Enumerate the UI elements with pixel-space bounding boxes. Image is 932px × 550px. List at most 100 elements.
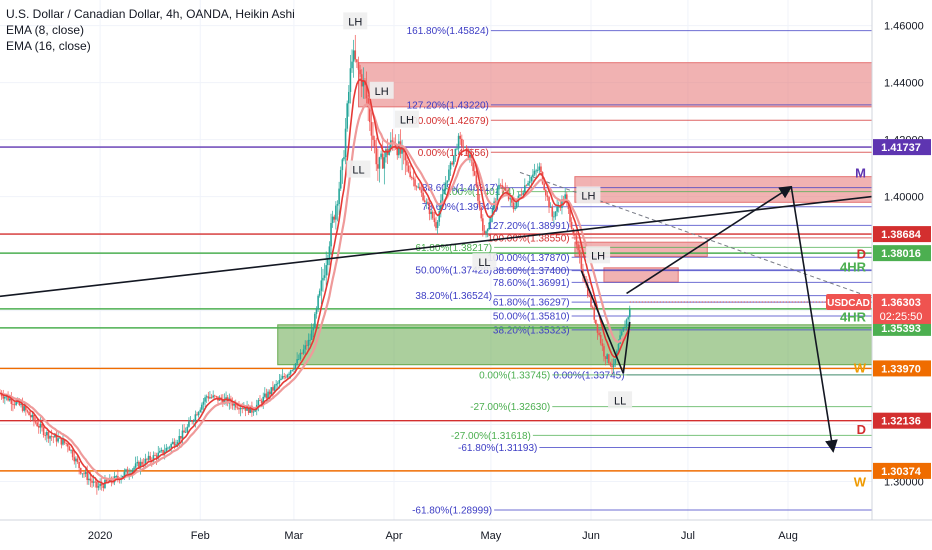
candle-body: [254, 410, 256, 412]
candle-body: [157, 452, 160, 459]
candle-body: [503, 187, 505, 189]
candle-body: [168, 447, 171, 449]
fib-level-label: 50.00%(1.37428): [415, 265, 492, 276]
price-tick-label: 1.46000: [884, 21, 924, 33]
candle-body: [528, 181, 531, 184]
candle-body: [265, 393, 268, 399]
candle-body: [50, 436, 53, 437]
candle-body: [301, 352, 303, 354]
candle-body: [239, 408, 242, 410]
candle-body: [121, 475, 124, 478]
side-label: W: [854, 475, 867, 490]
candle-body: [622, 327, 625, 332]
candle-body: [94, 481, 97, 483]
candle-body: [58, 437, 61, 439]
candle-body: [309, 339, 311, 341]
price-line-tag: [873, 462, 931, 479]
candle-body: [564, 194, 566, 202]
candle-body: [459, 135, 462, 139]
price-line-tag-label: 1.41737: [881, 142, 921, 154]
candle-body: [611, 365, 613, 367]
candle-body: [307, 339, 310, 346]
chart-title[interactable]: U.S. Dollar / Canadian Dollar, 4h, OANDA…: [6, 7, 295, 21]
candle-body: [7, 396, 9, 401]
candle-body: [268, 391, 271, 395]
zone-label-bg: [586, 246, 611, 264]
candle-body: [557, 206, 560, 208]
candle-body: [165, 447, 168, 452]
candle-body: [533, 170, 536, 175]
candle-body: [202, 401, 205, 405]
candle-body: [412, 177, 415, 180]
candle-body: [241, 408, 244, 409]
time-tick-label: Feb: [191, 530, 210, 542]
ema-fast-legend[interactable]: EMA (8, close): [6, 23, 85, 37]
candle-body: [491, 207, 494, 217]
candle-body: [551, 207, 554, 217]
ema-layer: [0, 78, 631, 485]
candle-body: [368, 107, 371, 123]
trendlines-layer: [0, 185, 873, 453]
candle-body: [451, 162, 453, 165]
candle-body: [144, 458, 147, 465]
candle-body: [57, 438, 59, 442]
candle-body: [28, 411, 30, 416]
candle-body: [545, 189, 547, 196]
candle-body: [372, 135, 374, 140]
time-tick-label: 2020: [88, 530, 112, 542]
candle-body: [70, 449, 72, 451]
candle-body: [234, 402, 237, 408]
fib-level-label: 38.20%(1.36524): [415, 291, 492, 302]
candle-body: [71, 449, 74, 458]
candle-body: [25, 406, 27, 411]
candle-body: [461, 138, 463, 147]
price-line-tag-label: 1.30374: [881, 466, 922, 478]
candle-body: [65, 442, 68, 444]
zone-label: LH: [375, 86, 389, 98]
candle-body: [21, 404, 24, 411]
price-line-tag: [873, 360, 931, 377]
candle-body: [225, 397, 227, 399]
candle-body: [609, 362, 612, 366]
price-line-tag-label: 1.38016: [881, 248, 921, 260]
fib-level-label: 100.00%(1.37870): [487, 253, 569, 264]
candle-body: [283, 376, 286, 377]
candle-body: [97, 486, 100, 488]
candle-body: [41, 423, 43, 428]
candle-body: [598, 332, 600, 336]
candle-body: [141, 461, 143, 465]
countdown-label: 02:25:50: [880, 311, 923, 323]
candle-body: [549, 207, 552, 208]
candle-body: [34, 420, 37, 423]
price-axis[interactable]: 1.300001.320001.340001.360001.380001.400…: [826, 0, 932, 550]
candle-body: [276, 383, 279, 385]
fib-level-label: -61.80%(1.31193): [458, 443, 537, 454]
candle-body: [184, 431, 187, 433]
candle-body: [163, 451, 166, 454]
candle-body: [514, 207, 516, 210]
candle-body: [586, 284, 589, 296]
candle-body: [315, 308, 318, 314]
candle-body: [91, 480, 93, 483]
price-line-tag: [873, 245, 931, 262]
candle-body: [441, 194, 444, 201]
time-axis-bg: [0, 520, 872, 550]
candle-body: [171, 441, 174, 444]
candle-body: [289, 370, 292, 374]
price-line-tag-label: 1.33970: [881, 363, 921, 375]
swing-label: LL: [352, 165, 364, 177]
candle-body: [415, 186, 418, 188]
candle-body: [595, 319, 597, 324]
candle-body: [189, 421, 192, 422]
candle-body: [352, 50, 355, 62]
fib-level-label: 0.00%(1.41556): [418, 148, 489, 159]
time-axis[interactable]: 2020 Feb Mar Apr May Jun Jul Aug: [0, 519, 932, 550]
candle-body: [530, 176, 533, 182]
candle-body: [575, 235, 578, 245]
candle-body: [351, 61, 353, 69]
candle-body: [325, 265, 327, 276]
side-label: M: [855, 166, 866, 181]
ema-slow-legend[interactable]: EMA (16, close): [6, 39, 91, 53]
